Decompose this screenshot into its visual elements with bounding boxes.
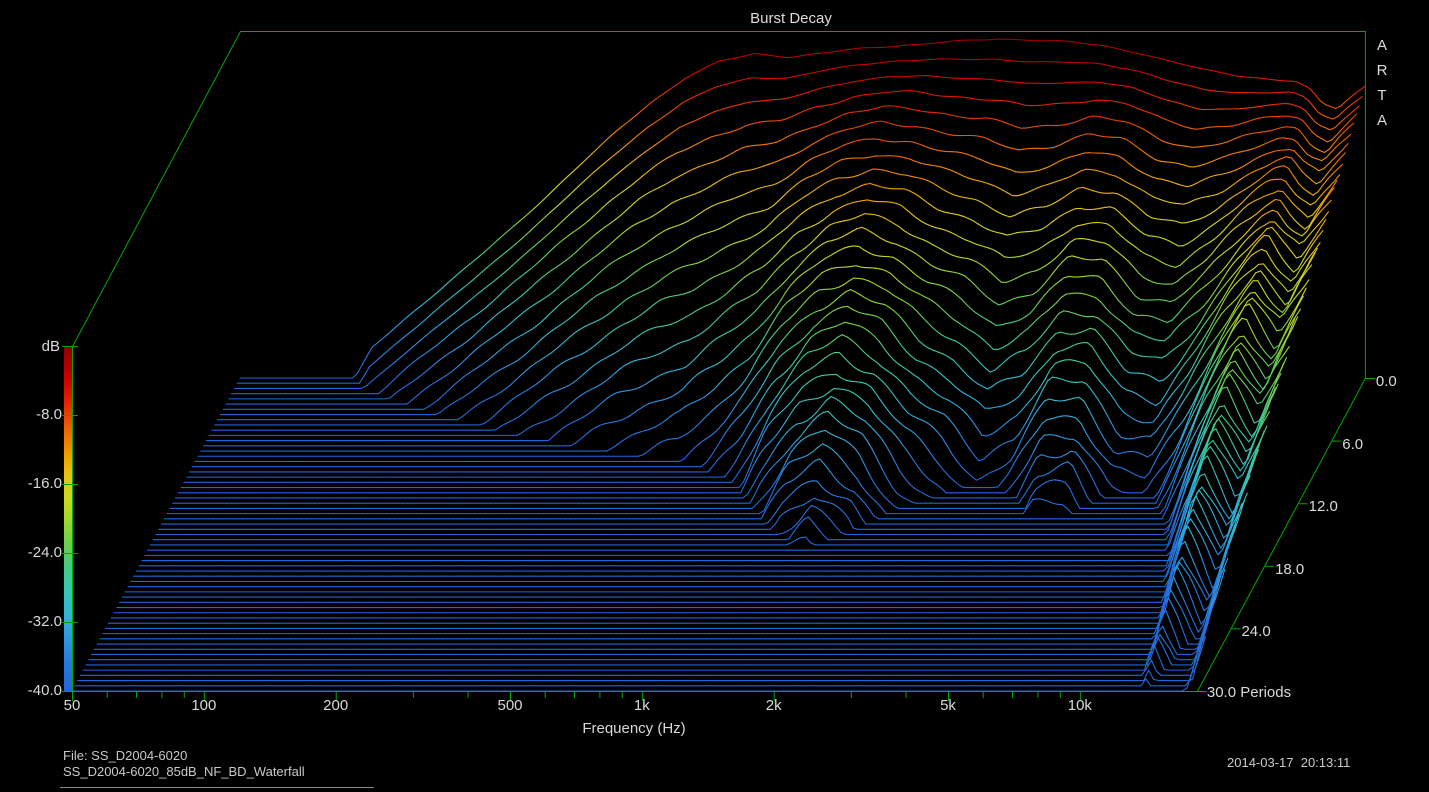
frequency-axis-label: Frequency (Hz) [582, 720, 686, 737]
frequency-tick-label: 50 [63, 697, 81, 714]
periods-tick-label: 12.0 [1308, 498, 1338, 516]
frequency-tick-label: 2k [765, 697, 782, 714]
periods-tick-label: 30.0 Periods [1206, 684, 1292, 701]
frequency-tick-label: 200 [323, 697, 349, 714]
frequency-tick-label: 1k [633, 697, 650, 714]
periods-tick-label: 18.0 [1275, 560, 1305, 578]
page-title: Burst Decay [750, 10, 832, 27]
db-tick-label: -32.0 [27, 613, 62, 630]
arta-letter: A [1376, 112, 1387, 129]
periods-tick-label: 6.0 [1342, 435, 1364, 453]
frequency-tick-label: 100 [191, 697, 217, 714]
frequency-tick-label: 500 [497, 697, 523, 714]
arta-letter: A [1376, 37, 1387, 54]
frequency-tick-label: 5k [940, 697, 956, 714]
db-axis-unit-label: dB [41, 338, 60, 355]
db-tick-label: -8.0 [36, 406, 62, 423]
db-tick-label: -24.0 [27, 544, 62, 561]
periods-tick-label: 0.0 [1375, 373, 1397, 390]
periods-tick-label: 24.0 [1241, 623, 1271, 641]
db-tick-label: -16.0 [27, 475, 62, 492]
timestamp: 2014-03-17 20:13:11 [1227, 755, 1351, 770]
arta-letter: T [1377, 87, 1387, 104]
file-name: SS_D2004-6020_85dB_NF_BD_Waterfall [63, 764, 305, 779]
arta-letter: R [1376, 62, 1388, 79]
db-tick-label: -40.0 [27, 682, 62, 699]
frequency-tick-label: 10k [1067, 697, 1092, 714]
file-label: File: SS_D2004-6020 [63, 748, 188, 763]
